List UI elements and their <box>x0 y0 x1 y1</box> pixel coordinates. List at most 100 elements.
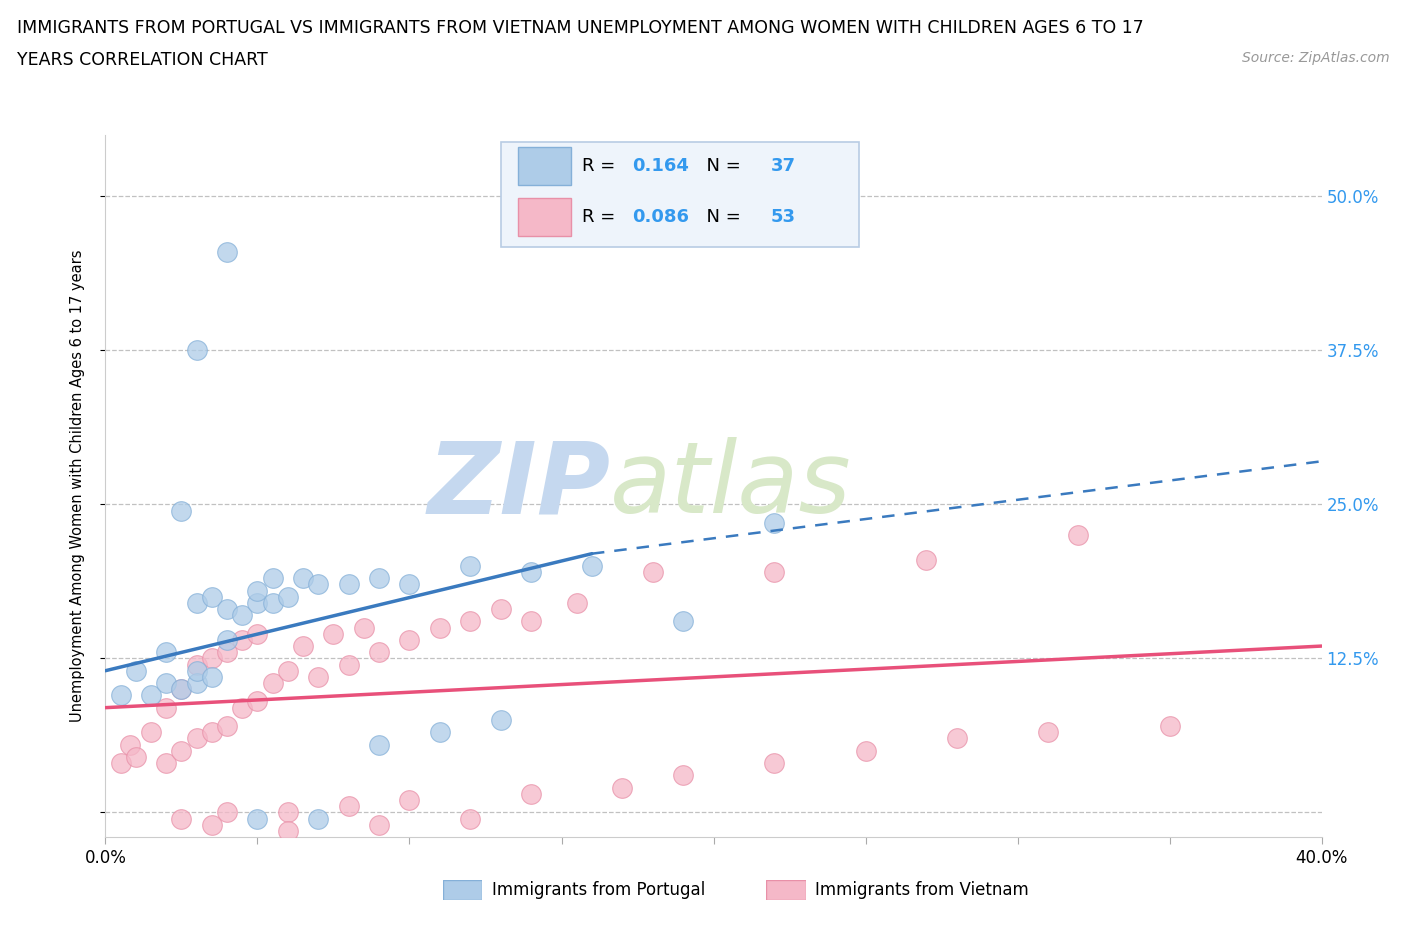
Point <box>186 595 208 610</box>
Point <box>1036 724 1059 739</box>
Point <box>217 719 239 734</box>
Point <box>277 663 299 678</box>
Point <box>292 639 315 654</box>
FancyBboxPatch shape <box>517 147 571 185</box>
Point <box>231 632 253 647</box>
Point <box>337 658 360 672</box>
Point <box>170 503 193 518</box>
Point <box>155 700 177 715</box>
Point <box>125 750 148 764</box>
Point <box>201 590 224 604</box>
Point <box>277 823 299 838</box>
Text: N =: N = <box>696 208 747 226</box>
Point <box>429 724 451 739</box>
Point <box>170 743 193 758</box>
Point <box>186 731 208 746</box>
Point <box>368 817 391 832</box>
Point <box>186 343 208 358</box>
Point <box>458 559 481 574</box>
Point <box>429 620 451 635</box>
Point <box>186 658 208 672</box>
Point <box>186 675 208 690</box>
Point <box>1067 527 1090 542</box>
Point <box>201 724 224 739</box>
FancyBboxPatch shape <box>501 142 859 247</box>
Point <box>337 577 360 591</box>
Point <box>246 626 269 641</box>
Point <box>170 682 193 697</box>
Point <box>155 675 177 690</box>
Point <box>186 663 208 678</box>
Text: Source: ZipAtlas.com: Source: ZipAtlas.com <box>1241 51 1389 65</box>
Point <box>277 805 299 820</box>
Point <box>170 811 193 826</box>
Point <box>489 602 512 617</box>
Point <box>520 787 543 802</box>
Point <box>398 792 420 807</box>
Point <box>368 571 391 586</box>
Point <box>231 608 253 623</box>
Point <box>217 602 239 617</box>
Text: Immigrants from Vietnam: Immigrants from Vietnam <box>815 881 1029 899</box>
Text: 0.086: 0.086 <box>633 208 689 226</box>
Point <box>855 743 877 758</box>
Point <box>246 694 269 709</box>
Text: ZIP: ZIP <box>427 437 610 535</box>
Point <box>565 595 588 610</box>
FancyBboxPatch shape <box>517 198 571 236</box>
Point <box>262 571 284 586</box>
Point <box>170 682 193 697</box>
Point <box>763 565 786 579</box>
Text: R =: R = <box>582 208 621 226</box>
Text: IMMIGRANTS FROM PORTUGAL VS IMMIGRANTS FROM VIETNAM UNEMPLOYMENT AMONG WOMEN WIT: IMMIGRANTS FROM PORTUGAL VS IMMIGRANTS F… <box>17 19 1143 36</box>
Point <box>520 565 543 579</box>
Text: 37: 37 <box>770 157 796 175</box>
Point <box>201 670 224 684</box>
Text: R =: R = <box>582 157 621 175</box>
Point <box>292 571 315 586</box>
Text: atlas: atlas <box>610 437 852 535</box>
Point <box>217 632 239 647</box>
Point <box>1159 719 1181 734</box>
Point <box>262 675 284 690</box>
Point <box>458 614 481 629</box>
Point <box>945 731 967 746</box>
Text: YEARS CORRELATION CHART: YEARS CORRELATION CHART <box>17 51 267 69</box>
Point <box>307 670 329 684</box>
Point <box>231 700 253 715</box>
Point <box>398 632 420 647</box>
Point <box>246 811 269 826</box>
Point <box>201 651 224 666</box>
Point <box>398 577 420 591</box>
Point <box>246 583 269 598</box>
Point <box>307 577 329 591</box>
Text: N =: N = <box>696 157 747 175</box>
Point <box>581 559 603 574</box>
Point <box>612 780 634 795</box>
Text: 53: 53 <box>770 208 796 226</box>
Point <box>322 626 344 641</box>
Point <box>763 515 786 530</box>
Point <box>262 595 284 610</box>
Text: 0.164: 0.164 <box>633 157 689 175</box>
Point <box>277 590 299 604</box>
Point <box>672 614 695 629</box>
Point <box>139 724 162 739</box>
Text: Immigrants from Portugal: Immigrants from Portugal <box>492 881 706 899</box>
Point <box>672 768 695 783</box>
Point <box>489 712 512 727</box>
Point <box>641 565 664 579</box>
Point <box>110 688 132 703</box>
Point <box>110 756 132 771</box>
Point <box>217 805 239 820</box>
Point <box>337 799 360 814</box>
Y-axis label: Unemployment Among Women with Children Ages 6 to 17 years: Unemployment Among Women with Children A… <box>70 249 84 723</box>
Point <box>217 245 239 259</box>
Point <box>155 756 177 771</box>
Point <box>353 620 375 635</box>
Point <box>458 811 481 826</box>
Point <box>915 552 938 567</box>
Point <box>368 737 391 752</box>
Point <box>155 644 177 659</box>
Point <box>520 614 543 629</box>
